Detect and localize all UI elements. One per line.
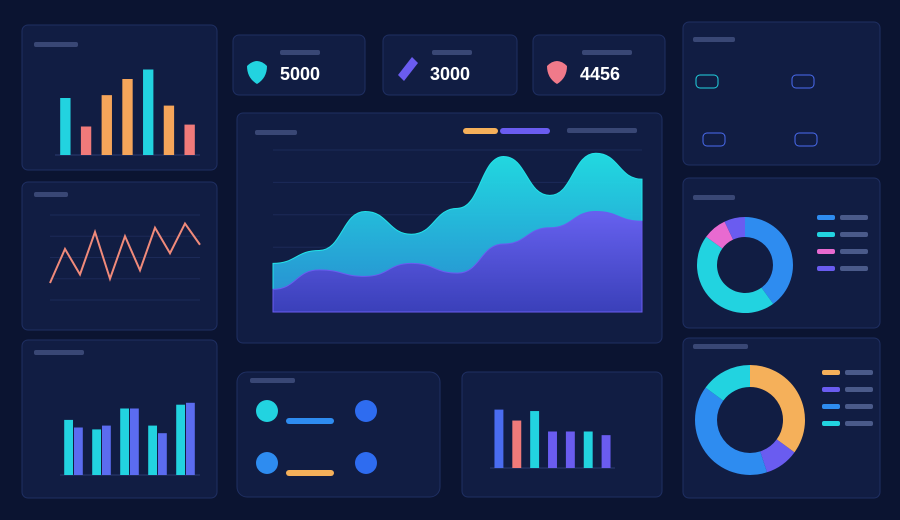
- bar: [601, 435, 611, 468]
- bar: [186, 402, 195, 475]
- bar: [494, 409, 504, 468]
- pie-slice: [724, 217, 745, 240]
- bar: [130, 408, 139, 475]
- legend-swatch: [817, 266, 835, 271]
- legend-swatch: [822, 404, 840, 409]
- legend-placeholder: [845, 421, 873, 426]
- bar: [163, 105, 175, 155]
- bar: [184, 124, 195, 155]
- legend-placeholder: [840, 266, 868, 271]
- bar: [176, 404, 185, 475]
- legend-placeholder: [845, 387, 873, 392]
- bar: [74, 427, 83, 475]
- bar: [80, 126, 92, 155]
- legend-placeholder: [840, 232, 868, 237]
- legend-placeholder: [845, 370, 873, 375]
- bar: [92, 429, 101, 475]
- legend-placeholder: [840, 215, 868, 220]
- bar: [122, 79, 133, 155]
- bar: [583, 431, 593, 468]
- legend-swatch: [817, 249, 835, 254]
- bar: [148, 425, 157, 475]
- line: [49, 221, 201, 284]
- legend-swatch: [817, 215, 835, 220]
- legend-swatch: [822, 370, 840, 375]
- bar: [143, 69, 154, 155]
- bar: [548, 431, 557, 468]
- pie-slice: [695, 387, 767, 475]
- placeholder-labels: [34, 37, 818, 476]
- bar: [512, 420, 522, 468]
- pie-slice: [745, 217, 794, 304]
- bar: [158, 433, 167, 475]
- legend-placeholder: [845, 404, 873, 409]
- pie-slice: [750, 365, 805, 453]
- bar: [60, 98, 71, 155]
- stat-values: 5000 3000 4456: [280, 64, 620, 84]
- pie-slice: [760, 439, 795, 473]
- bar: [530, 411, 540, 468]
- bar: [101, 95, 112, 155]
- pie-slice: [696, 236, 774, 314]
- area: [272, 211, 643, 313]
- legend-swatch: [822, 387, 840, 392]
- pie-slice: [705, 365, 750, 401]
- legend-swatch: [817, 232, 835, 237]
- bar: [120, 408, 129, 475]
- pie-slice: [706, 221, 734, 249]
- legend-swatch: [822, 421, 840, 426]
- stat-value: 3000: [430, 64, 470, 84]
- stat-value: 4456: [580, 64, 620, 84]
- bar: [64, 419, 73, 475]
- legend-placeholder: [840, 249, 868, 254]
- stat-value: 5000: [280, 64, 320, 84]
- bar: [102, 425, 111, 475]
- bar: [565, 431, 575, 468]
